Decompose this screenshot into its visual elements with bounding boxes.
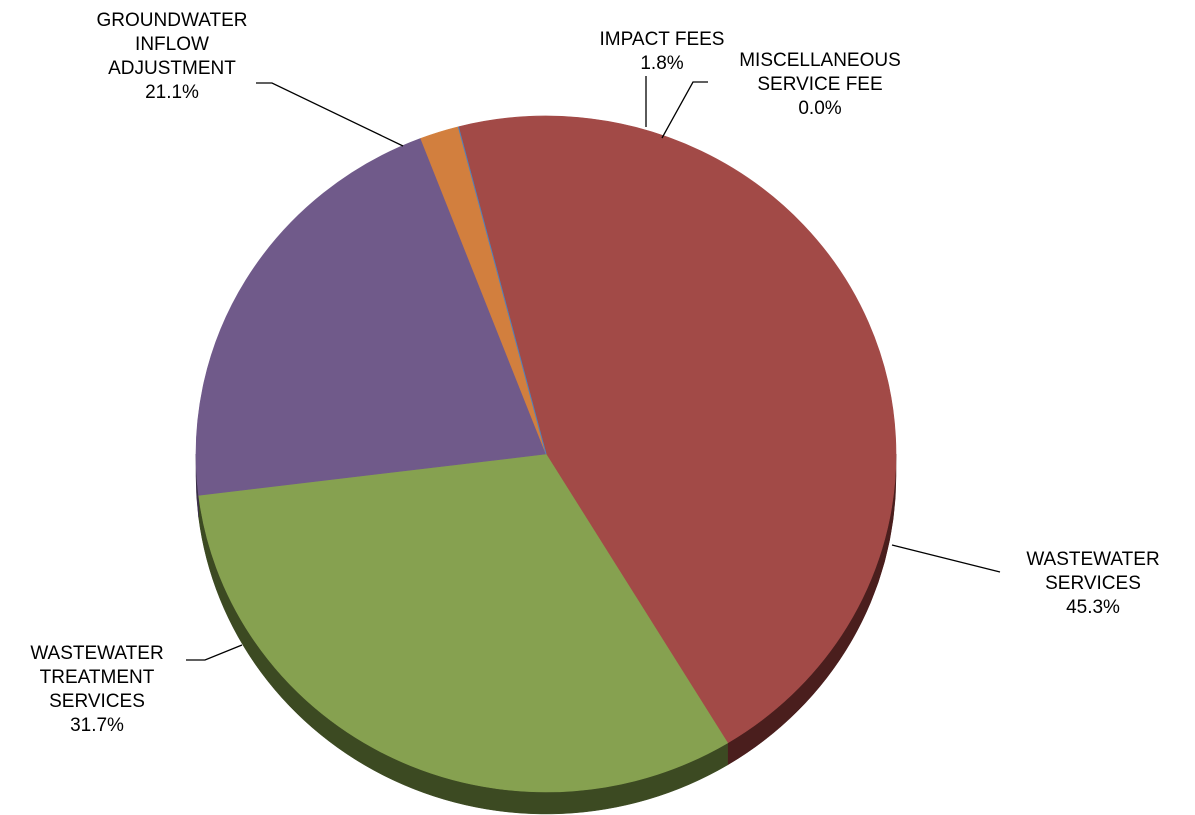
pie-slice-0	[458, 115, 897, 744]
slice-name-line: SERVICES	[1045, 573, 1141, 594]
slice-value-label: 1.8%	[640, 53, 683, 74]
slice-name-line: SERVICE FEE	[757, 74, 882, 95]
slice-name-line: ADJUSTMENT	[108, 58, 236, 79]
slice-value-label: 45.3%	[1066, 597, 1120, 618]
slice-value-label: 0.0%	[798, 98, 841, 119]
slice-name-line: MISCELLANEOUS	[739, 50, 901, 71]
pie-slice-4	[457, 126, 547, 455]
slice-label-3: IMPACT FEES 1.8%	[600, 29, 725, 74]
leader-line-2	[256, 82, 404, 147]
pie-slice-1	[198, 453, 728, 793]
slice-label-0: WASTEWATER SERVICES 45.3%	[1026, 549, 1159, 618]
leader-line-1	[186, 644, 243, 661]
slice-name-line: GROUNDWATER	[97, 10, 248, 31]
slice-value-label: 21.1%	[145, 82, 199, 103]
slice-name-line: TREATMENT	[40, 667, 155, 688]
slice-name-line: SERVICES	[49, 691, 145, 712]
leader-line-4	[661, 81, 708, 139]
slice-label-1: WASTEWATER TREATMENT SERVICES 31.7%	[30, 643, 163, 736]
slice-name-line: INFLOW	[135, 34, 209, 55]
slice-name-line: WASTEWATER	[30, 643, 163, 664]
slice-labels: WASTEWATER SERVICES 45.3% WASTEWATER TREATME…	[30, 10, 1159, 736]
slice-name-line: IMPACT FEES	[600, 29, 725, 50]
pie-slice-2	[195, 138, 547, 496]
slice-label-4: MISCELLANEOUS SERVICE FEE 0.0%	[739, 50, 901, 119]
pie-slice-3	[420, 126, 547, 455]
slice-name-line: WASTEWATER	[1026, 549, 1159, 570]
pie-slices	[195, 115, 897, 793]
slice-label-2: GROUNDWATER INFLOW ADJUSTMENT 21.1%	[97, 10, 248, 103]
leader-lines	[186, 76, 1001, 661]
leader-line-0	[891, 544, 1001, 573]
slice-value-label: 31.7%	[70, 715, 124, 736]
